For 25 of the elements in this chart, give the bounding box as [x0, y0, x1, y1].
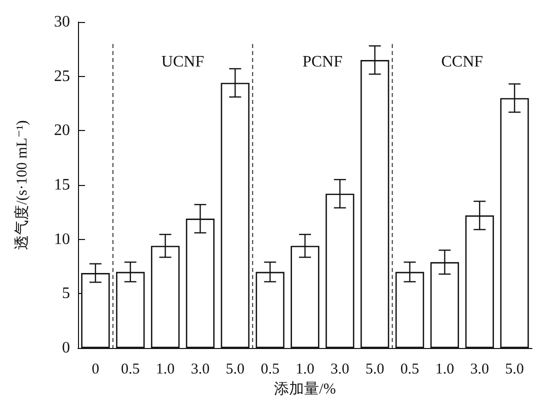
y-tick-label: 0	[62, 340, 70, 356]
x-tick-label: 5.0	[505, 362, 524, 378]
y-tick-label: 25	[54, 68, 70, 85]
x-tick-label: 1.0	[156, 362, 175, 378]
x-axis-title: 添加量/%	[274, 380, 336, 398]
x-tick-label: 3.0	[190, 362, 210, 378]
x-tick-label: 0	[92, 362, 100, 378]
y-tick-label: 15	[54, 176, 70, 194]
y-tick-label: 20	[54, 122, 70, 140]
annotation: PCNF	[302, 54, 343, 70]
x-tick-label: 1.0	[296, 362, 314, 378]
x-tick-label: 0.5	[121, 362, 140, 378]
y-tick-label: 5	[62, 285, 70, 302]
x-tick-label: 5.0	[226, 362, 245, 378]
x-tick-label: 3.0	[330, 362, 350, 378]
x-tick-label: 5.0	[365, 362, 384, 378]
y-tick-label: 10	[54, 230, 70, 248]
annotation: UCNF	[161, 54, 204, 70]
x-tick-label: 3.0	[470, 362, 489, 378]
x-tick-label: 0.5	[260, 362, 280, 378]
annotation: CCNF	[441, 54, 484, 70]
x-tick-label: 1.0	[435, 362, 454, 378]
x-tick-label: 0.5	[400, 362, 420, 378]
y-axis-title: 透气度/(s·100 mL⁻¹)	[14, 120, 30, 250]
y-tick-label: 30	[54, 14, 70, 30]
